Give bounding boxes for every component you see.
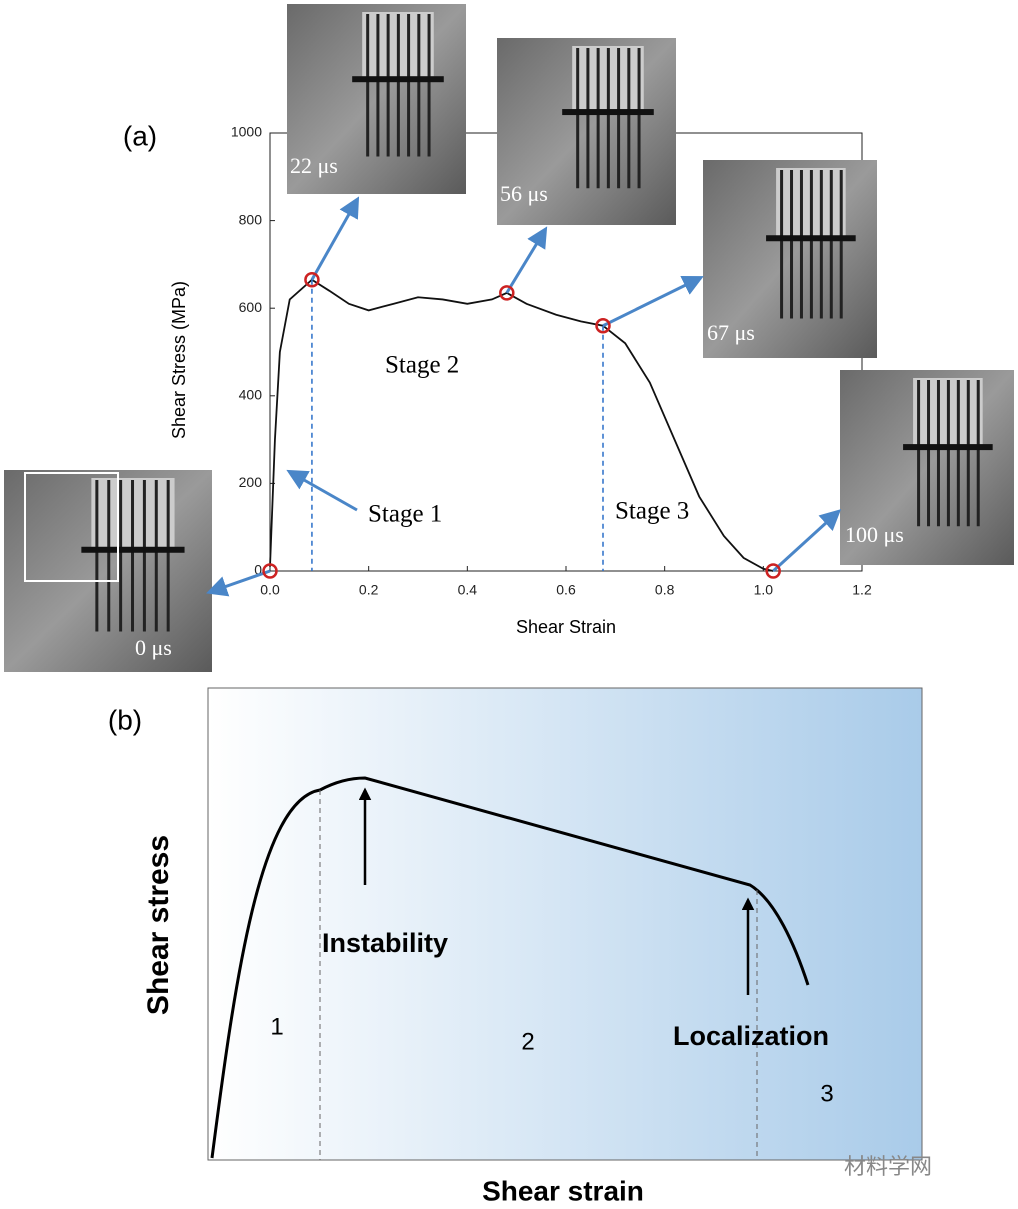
grating-bar bbox=[417, 14, 421, 157]
panel-label: (b) bbox=[108, 704, 142, 735]
annotation: Instability bbox=[322, 928, 448, 958]
grating-bar bbox=[107, 480, 111, 632]
grating-bar bbox=[407, 14, 411, 157]
x-tick-label: 0.4 bbox=[458, 582, 478, 598]
grating-bar bbox=[790, 170, 794, 319]
highlight-point bbox=[765, 563, 781, 579]
frame-image bbox=[703, 160, 877, 358]
x-axis-label: Shear Strain bbox=[516, 617, 616, 637]
grating-bar bbox=[427, 14, 431, 157]
highlight-point bbox=[595, 317, 611, 334]
y-tick-label: 200 bbox=[239, 474, 263, 490]
panel-label: (a) bbox=[123, 120, 157, 151]
grating-bar bbox=[95, 480, 99, 632]
grating-bar bbox=[576, 48, 580, 189]
x-tick-label: 0.8 bbox=[655, 582, 675, 598]
y-tick-label: 1000 bbox=[231, 124, 262, 140]
shear-band bbox=[766, 235, 856, 242]
frame-arrow bbox=[310, 196, 360, 281]
grating-bar bbox=[627, 48, 631, 189]
grating-bar bbox=[586, 48, 590, 189]
frame-image bbox=[287, 4, 466, 194]
x-tick-label: 1.2 bbox=[852, 582, 872, 598]
frame-arrow bbox=[602, 275, 704, 328]
grating-bar bbox=[154, 480, 158, 632]
shear-band bbox=[352, 76, 444, 83]
grating-bar bbox=[617, 48, 621, 189]
grating-bar bbox=[606, 48, 610, 189]
grating-bar bbox=[839, 170, 843, 319]
x-axis-label: Shear strain bbox=[482, 1175, 644, 1206]
y-axis-label: Shear stress bbox=[142, 835, 175, 1015]
grating-bar bbox=[596, 48, 600, 189]
highlight-point bbox=[499, 285, 515, 301]
grating-bar bbox=[119, 480, 123, 632]
frame-arrow bbox=[206, 569, 271, 597]
y-tick-label: 400 bbox=[239, 387, 263, 403]
schematic-curve bbox=[210, 776, 810, 1159]
grating-bar bbox=[142, 480, 146, 632]
stage-arrow bbox=[286, 469, 358, 512]
grating-bar bbox=[780, 170, 784, 319]
stage-label: Stage 2 bbox=[385, 352, 459, 379]
grating-bar bbox=[956, 380, 960, 527]
frame-time: 100 μs bbox=[845, 522, 904, 547]
shear-band bbox=[562, 109, 654, 116]
highlight-point bbox=[304, 271, 320, 288]
y-axis-label: Shear Stress (MPa) bbox=[169, 281, 189, 439]
frame-time: 0 μs bbox=[135, 635, 172, 660]
highlight-point bbox=[262, 563, 278, 579]
frame-arrow bbox=[772, 509, 842, 573]
grating-bar bbox=[936, 380, 940, 527]
region-label: 2 bbox=[521, 1028, 534, 1055]
region-label: 3 bbox=[820, 1080, 833, 1107]
grating-bar bbox=[799, 170, 803, 319]
x-tick-label: 0.6 bbox=[556, 582, 576, 598]
x-tick-label: 0.2 bbox=[359, 582, 379, 598]
y-tick-label: 0 bbox=[254, 562, 262, 578]
annotation: Localization bbox=[673, 1021, 829, 1051]
grating-bar bbox=[946, 380, 950, 527]
grating-bar bbox=[976, 380, 980, 527]
grating-bar bbox=[166, 480, 170, 632]
frame-time: 56 μs bbox=[500, 181, 548, 206]
x-tick-label: 0.0 bbox=[260, 582, 280, 598]
grating-bar bbox=[819, 170, 823, 319]
watermark: 材料学网 bbox=[844, 1154, 932, 1179]
grating-bar bbox=[386, 14, 390, 157]
grating-bar bbox=[927, 380, 931, 527]
grating-bar bbox=[917, 380, 921, 527]
roi-box bbox=[24, 472, 119, 582]
frame-image bbox=[497, 38, 676, 225]
grating-bar bbox=[396, 14, 400, 157]
y-tick-label: 600 bbox=[239, 299, 263, 315]
grating-bar bbox=[829, 170, 833, 319]
frame-image bbox=[4, 470, 212, 672]
shear-band bbox=[81, 546, 185, 553]
frame-time: 22 μs bbox=[290, 153, 338, 178]
region-label: 1 bbox=[270, 1013, 283, 1040]
stress-curve bbox=[269, 278, 774, 572]
frame-image bbox=[840, 370, 1014, 565]
grating-bar bbox=[376, 14, 380, 157]
y-tick-label: 800 bbox=[239, 211, 263, 227]
grating-bar bbox=[637, 48, 641, 189]
shear-band bbox=[903, 444, 993, 451]
grating-bar bbox=[131, 480, 135, 632]
grating-bar bbox=[366, 14, 370, 157]
stage-label: Stage 3 bbox=[615, 498, 689, 525]
stage-label: Stage 1 bbox=[368, 501, 442, 528]
grating-bar bbox=[809, 170, 813, 319]
frame-time: 67 μs bbox=[707, 320, 755, 345]
schematic-bg bbox=[207, 687, 923, 1161]
frame-arrow bbox=[505, 226, 548, 294]
grating-bar bbox=[966, 380, 970, 527]
x-tick-label: 1.0 bbox=[754, 582, 774, 598]
